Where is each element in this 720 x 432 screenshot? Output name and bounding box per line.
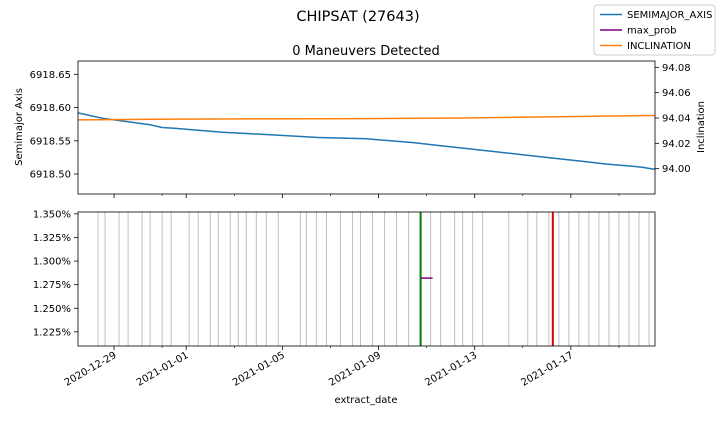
x-axis-label: extract_date	[334, 395, 397, 406]
legend: SEMIMAJOR_AXIS max_prob INCLINATION	[593, 4, 716, 56]
top-series-group	[77, 112, 656, 171]
series-line-inclination	[77, 114, 656, 121]
right-tick-label: 94.06	[662, 88, 691, 99]
bottom-tick-label: 1.275%	[33, 280, 71, 291]
figure-suptitle: CHIPSAT (27643)	[296, 9, 419, 25]
legend-label-semimajor-axis: SEMIMAJOR_AXIS	[627, 10, 712, 21]
legend-label-max-prob: max_prob	[627, 26, 677, 37]
bottom-tick-label: 1.325%	[33, 233, 71, 244]
legend-frame	[593, 4, 716, 56]
left-tick-label: 6918.60	[30, 103, 71, 114]
right-tick-label: 94.08	[662, 63, 691, 74]
top-right-axis-ticks: 94.00 94.02 94.04 94.06 94.08	[655, 63, 691, 175]
right-tick-label: 94.02	[662, 139, 691, 150]
bottom-y-axis-ticks: 1.350% 1.325% 1.300% 1.275% 1.250% 1.225%	[33, 209, 78, 338]
top-x-axis-ticks	[113, 194, 620, 198]
right-tick-label: 94.04	[662, 114, 691, 125]
top-plot-frame	[77, 60, 656, 195]
top-right-axis-label: Inclination	[696, 101, 707, 153]
top-chart-title: 0 Maneuvers Detected	[292, 44, 440, 59]
bottom-tick-label: 1.350%	[33, 209, 71, 220]
right-tick-label: 94.00	[662, 164, 691, 175]
marker-lines-group	[419, 212, 554, 346]
bottom-tick-label: 1.300%	[33, 257, 71, 268]
left-tick-label: 6918.50	[30, 170, 71, 181]
legend-entry-max-prob: max_prob	[600, 26, 677, 37]
bottom-tick-label: 1.250%	[33, 304, 71, 315]
top-left-axis-label: Semimajor Axis	[14, 88, 25, 166]
left-tick-label: 6918.55	[30, 136, 71, 147]
bottom-plot-frame	[77, 211, 656, 347]
series-line-semimajor-axis	[77, 112, 656, 171]
top-left-axis-ticks: 6918.50 6918.55 6918.60 6918.65	[30, 70, 78, 181]
legend-label-inclination: INCLINATION	[627, 41, 691, 52]
legend-entry-semimajor-axis: SEMIMAJOR_AXIS	[600, 10, 712, 21]
bottom-tick-label: 1.225%	[33, 327, 71, 338]
legend-entry-inclination: INCLINATION	[600, 41, 691, 52]
left-tick-label: 6918.65	[30, 70, 71, 81]
observation-lines-group	[97, 212, 650, 346]
